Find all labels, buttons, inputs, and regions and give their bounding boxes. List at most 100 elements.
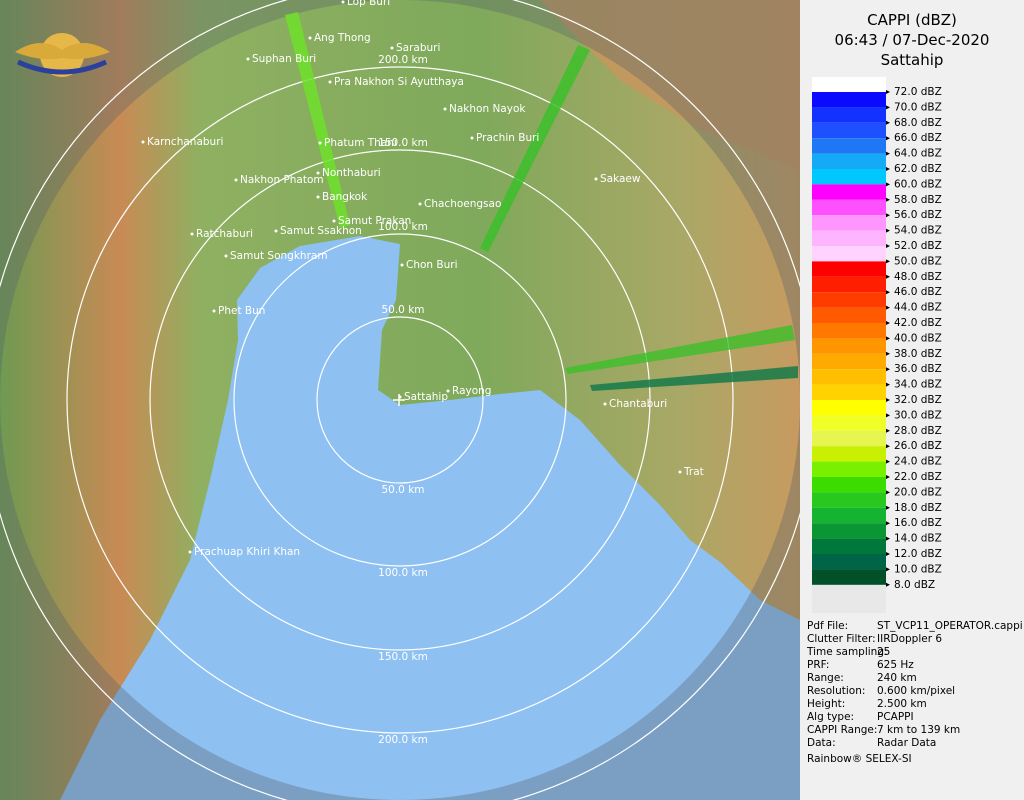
legend-label: 22.0 dBZ <box>894 471 942 483</box>
legend-label: 60.0 dBZ <box>894 178 942 190</box>
legend-swatch <box>812 477 886 493</box>
place-name: Chachoengsao <box>424 198 501 210</box>
legend-tick <box>886 490 890 495</box>
legend-swatch <box>812 353 886 370</box>
info-row: PRF: 625 Hz <box>807 659 1023 672</box>
place-name: Samut Ssakhon <box>280 225 362 237</box>
legend-label: 56.0 dBZ <box>894 209 942 221</box>
place-dot <box>274 229 278 233</box>
place-dot <box>246 57 250 61</box>
legend-tick <box>886 582 890 587</box>
info-row: Pdf File: ST_VCP11_OPERATOR.cappi <box>807 620 1023 633</box>
place-dot <box>400 263 404 267</box>
legend-tick <box>886 259 890 264</box>
legend-tick <box>886 382 890 387</box>
legend-label: 42.0 dBZ <box>894 317 942 329</box>
legend-tick <box>886 428 890 433</box>
legend-label: 38.0 dBZ <box>894 348 942 360</box>
place-dot <box>341 0 345 4</box>
legend-tick <box>886 90 890 94</box>
place-name: Ratchaburi <box>196 228 253 240</box>
place-dot <box>443 107 447 111</box>
legend-tick <box>886 413 890 418</box>
legend-tick <box>886 105 890 110</box>
place-name: Bangkok <box>322 191 368 203</box>
place-name: Rayong <box>452 385 491 397</box>
place-name: Nakhon Phatom <box>240 174 324 186</box>
place-name: Saraburi <box>396 42 440 54</box>
place-name: Prachin Buri <box>476 132 539 144</box>
radar-echo <box>285 12 798 391</box>
highland <box>540 0 800 170</box>
info-value: 7 km to 139 km <box>877 724 961 736</box>
place-dot <box>678 470 682 474</box>
legend-label: 70.0 dBZ <box>894 101 942 113</box>
place-dot <box>398 395 402 399</box>
info-row: Time sampling:25 <box>807 646 1023 659</box>
place-dot <box>316 171 320 175</box>
legend-tick <box>886 398 890 402</box>
legend-tick <box>886 228 890 233</box>
place-name: Lop Buri <box>347 0 390 8</box>
legend-swatch <box>812 400 886 416</box>
place-name: Chon Buri <box>406 259 458 271</box>
info-value: 625 Hz <box>877 659 914 671</box>
place-dot <box>603 402 607 406</box>
range-label: 50.0 km <box>381 304 424 316</box>
legend-tick <box>886 444 890 449</box>
place-dot <box>188 550 192 554</box>
legend-swatch <box>812 384 886 400</box>
range-label: 100.0 km <box>378 567 428 579</box>
legend-swatch <box>812 246 886 262</box>
legend-tick <box>886 274 890 279</box>
place-dot <box>594 177 598 181</box>
legend-label: 36.0 dBZ <box>894 363 942 375</box>
info-value: Radar Data <box>877 737 937 749</box>
legend-swatch <box>812 523 886 539</box>
place-dot <box>318 141 322 145</box>
legend-swatch <box>812 446 886 462</box>
legend-swatch <box>812 169 886 185</box>
legend-swatch <box>812 538 886 554</box>
info-row: Range: 240 km <box>807 672 1023 685</box>
legend-label: 48.0 dBZ <box>894 271 942 283</box>
logo <box>15 33 110 77</box>
sea <box>60 236 800 800</box>
info-value: 2.500 km <box>877 698 927 710</box>
legend-label: 26.0 dBZ <box>894 440 942 452</box>
legend-label: 32.0 dBZ <box>894 394 942 406</box>
range-label: 50.0 km <box>381 484 424 496</box>
info-row: CAPPI Range:7 km to 139 km <box>807 724 1023 737</box>
info-value: 240 km <box>877 672 917 684</box>
place-dot <box>234 178 238 182</box>
legend-swatch <box>812 507 886 524</box>
info-label: Alg type: <box>807 711 855 723</box>
place-name: Prachuap Khiri Khan <box>194 546 300 558</box>
legend-swatch <box>812 415 886 431</box>
legend-label: 64.0 dBZ <box>894 148 942 160</box>
legend: 72.0 dBZ 70.0 dBZ 68.0 dBZ 66.0 dBZ 64.0 dBZ… <box>812 77 942 613</box>
place-dot <box>328 80 332 84</box>
legend-swatch <box>812 215 886 231</box>
legend-swatch <box>812 569 886 585</box>
radar-map: 200.0 km 150.0 km 100.0 km 50.0 km 50.0 km 10… <box>0 0 800 800</box>
legend-label: 16.0 dBZ <box>894 517 942 529</box>
place-name: Karnchanaburi <box>147 136 223 148</box>
info-row: Height: 2.500 km <box>807 698 1023 711</box>
legend-label: 72.0 dBZ <box>894 86 942 98</box>
place-dot <box>190 232 194 236</box>
legend-tick <box>886 336 890 341</box>
place-name: Samut Songkhram <box>230 250 328 262</box>
legend-label: 28.0 dBZ <box>894 425 942 437</box>
legend-tick <box>886 120 890 125</box>
place-name: Nonthaburi <box>322 167 381 179</box>
place-name: Sattahip <box>404 391 448 403</box>
legend-tick <box>886 244 890 248</box>
info-label: Time sampling: <box>807 646 888 658</box>
legend-bottom <box>812 585 886 613</box>
legend-label: 68.0 dBZ <box>894 117 942 129</box>
place-name: Sakaew <box>600 173 641 185</box>
legend-label: 18.0 dBZ <box>894 502 942 514</box>
range-label: 150.0 km <box>378 137 428 149</box>
info-row: Resolution: 0.600 km/pixel <box>807 685 1023 698</box>
